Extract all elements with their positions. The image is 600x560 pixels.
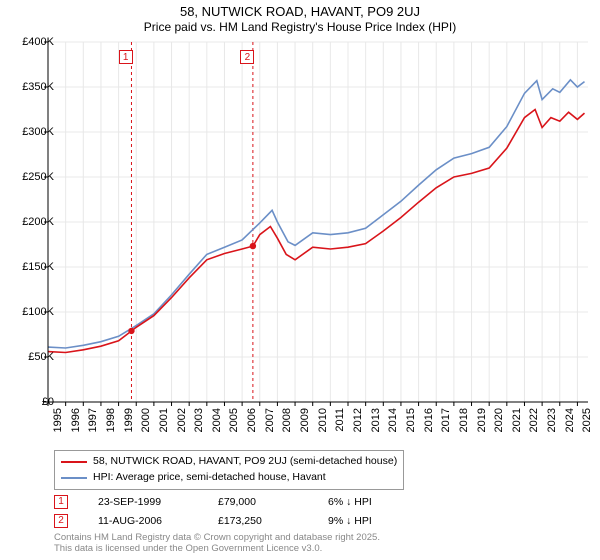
x-tick-label: 1999 xyxy=(123,408,135,444)
footer-attribution: Contains HM Land Registry data © Crown c… xyxy=(54,532,380,555)
footer-line1: Contains HM Land Registry data © Crown c… xyxy=(54,532,380,543)
footer-line2: This data is licensed under the Open Gov… xyxy=(54,543,380,554)
y-tick-label: £300K xyxy=(8,126,54,138)
x-tick-label: 2021 xyxy=(511,408,523,444)
x-tick-label: 2019 xyxy=(476,408,488,444)
chart-title-address: 58, NUTWICK ROAD, HAVANT, PO9 2UJ xyxy=(0,4,600,19)
x-tick-label: 2004 xyxy=(211,408,223,444)
y-tick-label: £50K xyxy=(8,351,54,363)
x-tick-label: 2017 xyxy=(440,408,452,444)
marker-badge: 2 xyxy=(240,50,254,64)
x-tick-label: 1998 xyxy=(105,408,117,444)
x-tick-label: 2020 xyxy=(493,408,505,444)
x-tick-label: 2007 xyxy=(264,408,276,444)
marker-badge: 1 xyxy=(119,50,133,64)
x-tick-label: 2009 xyxy=(299,408,311,444)
y-tick-label: £400K xyxy=(8,36,54,48)
legend-label-hpi: HPI: Average price, semi-detached house,… xyxy=(93,470,326,486)
x-tick-label: 2014 xyxy=(387,408,399,444)
y-tick-label: £150K xyxy=(8,261,54,273)
chart-title-sub: Price paid vs. HM Land Registry's House … xyxy=(0,20,600,34)
x-tick-label: 2010 xyxy=(317,408,329,444)
marker-delta: 6% ↓ HPI xyxy=(328,496,418,508)
legend-line-property xyxy=(61,461,87,463)
x-tick-label: 2005 xyxy=(228,408,240,444)
x-tick-label: 2012 xyxy=(352,408,364,444)
x-tick-label: 2024 xyxy=(564,408,576,444)
marker-table: 1 23-SEP-1999 £79,000 6% ↓ HPI 2 11-AUG-2006 £… xyxy=(54,492,418,530)
x-tick-label: 2013 xyxy=(370,408,382,444)
y-tick-label: £200K xyxy=(8,216,54,228)
legend-row-hpi: HPI: Average price, semi-detached house,… xyxy=(61,470,397,486)
x-tick-label: 2006 xyxy=(246,408,258,444)
x-tick-label: 2022 xyxy=(528,408,540,444)
x-tick-label: 2001 xyxy=(158,408,170,444)
legend: 58, NUTWICK ROAD, HAVANT, PO9 2UJ (semi-… xyxy=(54,450,404,490)
x-tick-label: 2025 xyxy=(581,408,593,444)
marker-table-badge: 1 xyxy=(54,495,68,509)
chart-titles: 58, NUTWICK ROAD, HAVANT, PO9 2UJ Price … xyxy=(0,0,600,34)
x-tick-label: 2023 xyxy=(546,408,558,444)
y-tick-label: £350K xyxy=(8,81,54,93)
marker-price: £79,000 xyxy=(218,496,298,508)
chart-svg xyxy=(48,42,588,402)
x-tick-label: 1995 xyxy=(52,408,64,444)
y-tick-label: £0 xyxy=(8,396,54,408)
plot-area xyxy=(48,42,588,402)
x-tick-label: 2016 xyxy=(423,408,435,444)
legend-label-property: 58, NUTWICK ROAD, HAVANT, PO9 2UJ (semi-… xyxy=(93,454,397,470)
x-tick-label: 1996 xyxy=(70,408,82,444)
x-tick-label: 2015 xyxy=(405,408,417,444)
x-tick-label: 2008 xyxy=(281,408,293,444)
marker-table-row: 2 11-AUG-2006 £173,250 9% ↓ HPI xyxy=(54,511,418,530)
legend-row-property: 58, NUTWICK ROAD, HAVANT, PO9 2UJ (semi-… xyxy=(61,454,397,470)
legend-line-hpi xyxy=(61,477,87,479)
x-tick-label: 2002 xyxy=(176,408,188,444)
marker-table-row: 1 23-SEP-1999 £79,000 6% ↓ HPI xyxy=(54,492,418,511)
x-tick-label: 2003 xyxy=(193,408,205,444)
marker-price: £173,250 xyxy=(218,515,298,527)
marker-date: 23-SEP-1999 xyxy=(98,496,188,508)
marker-date: 11-AUG-2006 xyxy=(98,515,188,527)
x-tick-label: 2018 xyxy=(458,408,470,444)
marker-table-badge: 2 xyxy=(54,514,68,528)
x-tick-label: 1997 xyxy=(87,408,99,444)
chart-container: 58, NUTWICK ROAD, HAVANT, PO9 2UJ Price … xyxy=(0,0,600,560)
x-tick-label: 2011 xyxy=(334,408,346,444)
y-tick-label: £250K xyxy=(8,171,54,183)
x-tick-label: 2000 xyxy=(140,408,152,444)
marker-delta: 9% ↓ HPI xyxy=(328,515,418,527)
y-tick-label: £100K xyxy=(8,306,54,318)
